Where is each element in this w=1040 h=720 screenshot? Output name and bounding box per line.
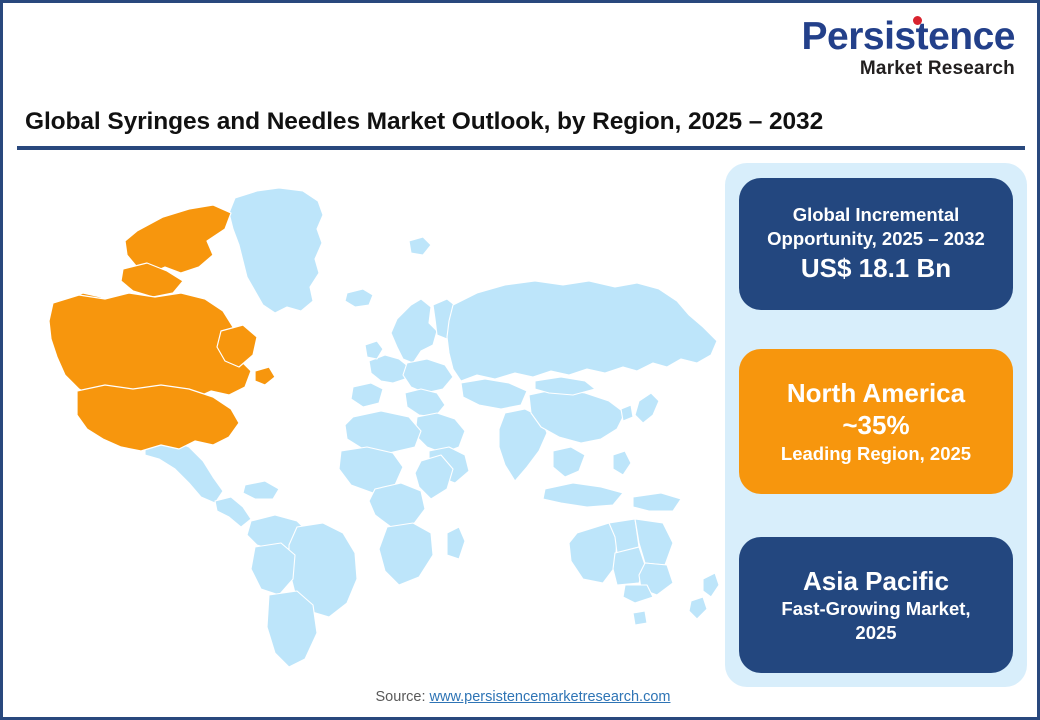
region-southeast-asia (552, 446, 586, 478)
leading-region-caption: Leading Region, 2025 (780, 443, 972, 465)
leading-region-share: ~35% (842, 410, 910, 441)
card-leading-region: North America ~35% Leading Region, 2025 (739, 349, 1013, 494)
logo-tagline: Market Research (859, 58, 1015, 79)
growth-caption-line-1: Fast-Growing Market, (781, 598, 971, 620)
region-chile-argentina (266, 590, 318, 668)
company-logo: Persistence Market Research (801, 15, 1016, 79)
stats-panel: Global Incremental Opportunity, 2025 – 2… (725, 163, 1027, 687)
card-global-incremental-opportunity: Global Incremental Opportunity, 2025 – 2… (739, 178, 1013, 310)
region-iceland (344, 288, 374, 308)
region-philippines (612, 450, 632, 476)
region-japan (634, 392, 660, 424)
source-link[interactable]: www.persistencemarketresearch.com (429, 689, 671, 705)
region-uk-ireland (364, 340, 384, 360)
growth-region-name: Asia Pacific (803, 565, 949, 596)
growth-caption-line-2: 2025 (855, 622, 897, 644)
region-australia-wa (568, 522, 618, 584)
region-caribbean (242, 480, 280, 500)
region-madagascar (446, 526, 466, 560)
region-scandinavia (390, 298, 438, 364)
region-canada-mainland (48, 292, 252, 404)
card-fast-growing-market: Asia Pacific Fast-Growing Market, 2025 (739, 537, 1013, 673)
region-middle-east (414, 412, 466, 454)
title-divider (17, 146, 1025, 150)
region-australia-sa (612, 546, 646, 586)
region-svalbard (408, 236, 432, 256)
map-highlight-north-america (48, 204, 276, 452)
region-italy-balkans (404, 388, 446, 418)
region-korea (620, 404, 634, 422)
region-iberia (350, 382, 384, 408)
region-usa-mainland (76, 384, 240, 452)
opportunity-line-2: Opportunity, 2025 – 2032 (767, 228, 985, 250)
region-central-africa (368, 482, 426, 528)
opportunity-value: US$ 18.1 Bn (800, 252, 952, 283)
region-north-africa (344, 410, 422, 454)
region-canada-arctic-islands (124, 204, 232, 274)
region-western-europe (368, 354, 410, 384)
logo-wordmark-text: Persistence (801, 15, 1016, 58)
source-footer: Source: www.persistencemarketresearch.co… (3, 689, 1037, 705)
red-dot-icon (912, 16, 922, 25)
region-mexico (144, 438, 224, 504)
opportunity-line-1: Global Incremental (792, 203, 960, 225)
world-map (17, 155, 727, 675)
region-canada-islands-2 (120, 262, 184, 298)
region-canada-labrador (216, 324, 258, 368)
logo-wordmark: Persistence (801, 15, 1016, 58)
region-russia (446, 280, 718, 382)
region-greenland (228, 187, 324, 314)
region-mongolia (534, 376, 596, 396)
world-map-svg (48, 187, 720, 668)
region-newfoundland (254, 366, 276, 386)
region-new-zealand-south (688, 596, 708, 620)
page-title: Global Syringes and Needles Market Outlo… (25, 108, 824, 135)
region-east-africa (414, 454, 454, 500)
region-indonesia (542, 482, 624, 508)
source-label: Source: (375, 689, 430, 705)
region-australia-vic (622, 584, 654, 604)
region-central-america (214, 496, 252, 528)
leading-region-name: North America (786, 377, 966, 408)
region-peru-bolivia (250, 542, 296, 596)
region-tasmania (632, 610, 648, 626)
region-central-europe (402, 358, 454, 394)
map-base-regions (144, 187, 720, 668)
region-new-zealand (702, 572, 720, 598)
region-southern-africa (378, 522, 434, 586)
region-central-asia (460, 378, 528, 410)
region-new-guinea (632, 492, 682, 512)
